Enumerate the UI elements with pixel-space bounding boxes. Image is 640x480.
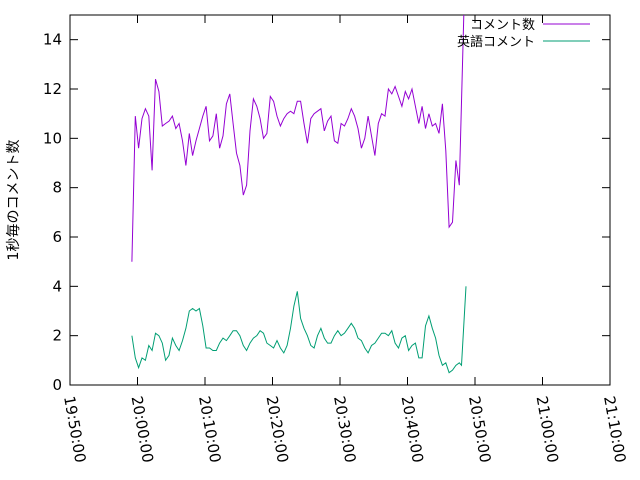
x-tick-label: 20:20:00: [263, 395, 292, 464]
x-tick-label: 20:00:00: [128, 395, 157, 464]
x-axis-ticks: 19:50:00 20:00:00 20:10:00 20:20:00 20:30:00…: [60, 15, 629, 464]
y-tick-label: 4: [52, 277, 62, 295]
legend-label-1: 英語コメント: [457, 34, 535, 50]
y-tick-label: 14: [43, 31, 62, 49]
x-tick-label: 20:50:00: [465, 395, 494, 464]
y-tick-label: 6: [52, 228, 62, 246]
x-tick-label: 21:00:00: [533, 395, 562, 464]
y-axis-ticks: 0 2 4 6 8 10 12 14: [43, 31, 610, 394]
x-tick-label: 20:10:00: [195, 395, 224, 464]
x-tick-label: 20:40:00: [398, 395, 427, 464]
x-tick-label: 19:50:00: [60, 395, 89, 464]
plot-frame: [69, 14, 611, 386]
y-tick-label: 0: [52, 376, 62, 394]
legend-label-0: コメント数: [470, 18, 535, 33]
plot-border: [69, 14, 611, 386]
y-axis-label: 1秒毎のコメント数: [6, 140, 22, 261]
y-tick-label: 12: [43, 80, 62, 98]
x-tick-label: 21:10:00: [600, 395, 629, 464]
y-tick-label: 2: [52, 327, 62, 345]
series-line-1: [131, 286, 467, 374]
y-tick-label: 10: [43, 129, 62, 147]
series-layer: [131, 14, 467, 374]
series-line-0: [131, 14, 465, 262]
x-tick-label: 20:30:00: [330, 395, 359, 464]
y-tick-label: 8: [52, 179, 62, 197]
